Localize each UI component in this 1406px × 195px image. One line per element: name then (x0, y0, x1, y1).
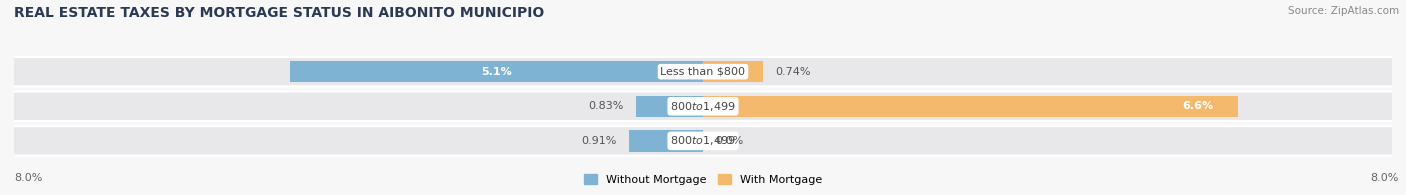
Text: $800 to $1,499: $800 to $1,499 (671, 100, 735, 113)
Legend: Without Mortgage, With Mortgage: Without Mortgage, With Mortgage (579, 170, 827, 190)
Text: REAL ESTATE TAXES BY MORTGAGE STATUS IN AIBONITO MUNICIPIO: REAL ESTATE TAXES BY MORTGAGE STATUS IN … (14, 6, 544, 20)
FancyBboxPatch shape (10, 126, 1396, 156)
Text: 0.0%: 0.0% (716, 136, 744, 146)
Text: 0.83%: 0.83% (588, 101, 624, 111)
Text: $800 to $1,499: $800 to $1,499 (671, 134, 735, 147)
Text: 0.74%: 0.74% (775, 67, 811, 77)
Text: 8.0%: 8.0% (14, 173, 42, 183)
Bar (703, 61, 763, 82)
FancyBboxPatch shape (10, 57, 1396, 86)
Bar (703, 96, 1237, 117)
Text: Source: ZipAtlas.com: Source: ZipAtlas.com (1288, 6, 1399, 16)
Text: Less than $800: Less than $800 (661, 67, 745, 77)
Text: 8.0%: 8.0% (1371, 173, 1399, 183)
FancyBboxPatch shape (10, 92, 1396, 121)
Bar (630, 130, 703, 152)
Bar (636, 96, 703, 117)
Text: 6.6%: 6.6% (1182, 101, 1213, 111)
Text: 0.91%: 0.91% (582, 136, 617, 146)
Bar (290, 61, 703, 82)
Text: 5.1%: 5.1% (481, 67, 512, 77)
